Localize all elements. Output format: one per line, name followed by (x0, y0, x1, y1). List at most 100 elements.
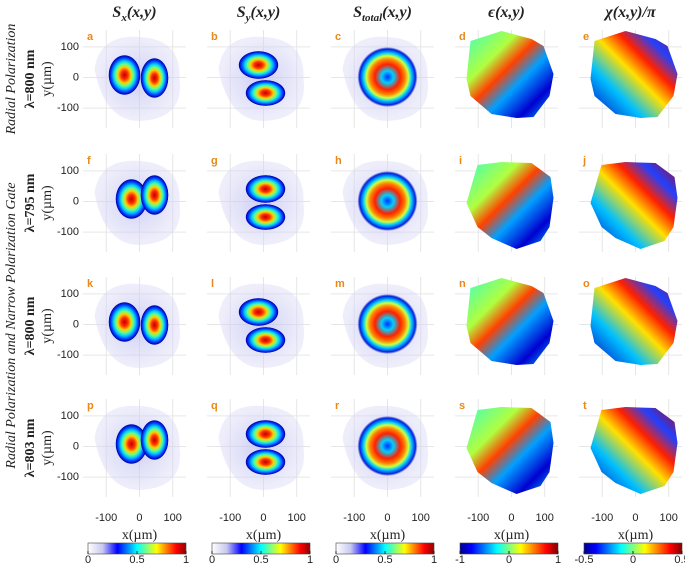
intensity-ring (357, 294, 418, 354)
phase-map (590, 278, 678, 365)
colorbar-tick-label: 1 (555, 554, 561, 565)
colorbar-tick-label: 1 (307, 554, 313, 565)
title-argument: (x,y)/π (613, 4, 657, 21)
y-axis-label: y(µm) (40, 185, 55, 221)
x-tick-label: -100 (219, 512, 241, 524)
colorbar-tick-label: 1 (431, 554, 437, 565)
x-tick-label: 100 (288, 512, 306, 524)
colorbar-tick-label: 0.5 (253, 554, 268, 565)
x-tick-label: 100 (412, 512, 430, 524)
y-tick-label: 0 (73, 440, 79, 452)
y-tick-label: 0 (73, 195, 79, 207)
background-haze (218, 36, 304, 122)
intensity-lobe (238, 298, 279, 326)
x-tick-label: 0 (260, 512, 266, 524)
x-tick-label: -100 (343, 512, 365, 524)
panel (455, 154, 558, 252)
phase-map (590, 31, 678, 118)
y-tick-label: -100 (57, 349, 79, 361)
x-axis-label: x(µm) (494, 528, 530, 543)
colorbar-tick-label: 0.5 (674, 554, 685, 565)
column-title: Sy(x,y) (237, 4, 281, 24)
phase-map (590, 162, 678, 249)
panel-letter: f (87, 155, 91, 167)
x-axis-label: x(µm) (370, 528, 406, 543)
panel (83, 154, 186, 252)
panel-letter: s (459, 400, 465, 412)
panel (331, 277, 434, 375)
x-tick-label: -100 (95, 512, 117, 524)
wavelength-label: λ=803 nm (23, 418, 38, 477)
panel (331, 399, 434, 497)
x-tick-label: -100 (467, 512, 489, 524)
x-tick-label: 0 (384, 512, 390, 524)
intensity-lobe (245, 327, 286, 353)
colorbar-tick-label: 1 (183, 554, 189, 565)
panel-letter: o (583, 278, 590, 290)
x-axis-label: x(µm) (122, 528, 158, 543)
intensity-lobe (140, 175, 169, 215)
y-tick-label: 100 (61, 288, 79, 300)
title-symbol: S (353, 4, 362, 21)
intensity-lobe (115, 424, 148, 464)
title-argument: (x,y) (251, 4, 281, 21)
phase-map (466, 31, 554, 118)
panel (83, 399, 186, 497)
panel (83, 277, 186, 375)
phase-map (466, 407, 554, 494)
wavelength-label: λ=795 nm (23, 173, 38, 232)
intensity-ring (357, 416, 418, 476)
title-subscript: total (362, 12, 383, 24)
title-subscript: x (120, 12, 127, 24)
intensity-lobe (238, 51, 279, 79)
panel-letter: g (211, 155, 218, 167)
panel-letter: r (335, 400, 340, 412)
column-title: ϵ(x,y) (488, 4, 525, 21)
intensity-lobe (140, 58, 169, 98)
panel (331, 30, 434, 128)
y-tick-label: 100 (61, 41, 79, 53)
intensity-lobe (245, 420, 286, 448)
colorbar-tick-label: -1 (455, 554, 465, 565)
y-axis-label: y(µm) (40, 61, 55, 97)
wavelength-label: λ=800 nm (23, 296, 38, 355)
intensity-ring (357, 171, 418, 231)
intensity-ring (357, 47, 418, 107)
y-tick-label: 0 (73, 318, 79, 330)
background-haze (218, 283, 304, 368)
group-label: Radial Polarization (4, 24, 19, 136)
panel (579, 30, 682, 128)
panel (207, 154, 310, 252)
panel (455, 277, 558, 375)
title-symbol: ϵ (488, 4, 495, 21)
panel-letter: n (459, 278, 466, 290)
intensity-lobe (140, 420, 169, 460)
panel-letter: b (211, 31, 218, 43)
y-tick-label: 0 (73, 71, 79, 83)
intensity-lobe (245, 175, 286, 203)
title-symbol: S (237, 4, 246, 21)
panel-letter: t (583, 400, 587, 412)
intensity-lobe (140, 305, 169, 345)
wavelength-label: λ=800 nm (23, 49, 38, 108)
panel-letter: q (211, 400, 218, 412)
panel (207, 30, 310, 128)
colorbar-tick-label: 0 (209, 554, 215, 565)
panel (207, 399, 310, 497)
panel-letter: e (583, 31, 589, 43)
colorbar-tick-label: -0.5 (575, 554, 594, 565)
panel-letter: j (582, 155, 586, 167)
x-tick-label: 100 (660, 512, 678, 524)
panel (579, 154, 682, 252)
panel-letter: k (87, 278, 94, 290)
title-symbol: χ (603, 4, 613, 21)
x-tick-label: 0 (136, 512, 142, 524)
x-tick-label: 100 (536, 512, 554, 524)
title-argument: (x,y) (382, 4, 412, 21)
y-tick-label: -100 (57, 226, 79, 238)
panel-letter: h (335, 155, 342, 167)
x-tick-label: 0 (632, 512, 638, 524)
colorbar-tick-label: 0.5 (377, 554, 392, 565)
colorbar-tick-label: 0.5 (129, 554, 144, 565)
column-title: χ(x,y)/π (603, 4, 657, 21)
